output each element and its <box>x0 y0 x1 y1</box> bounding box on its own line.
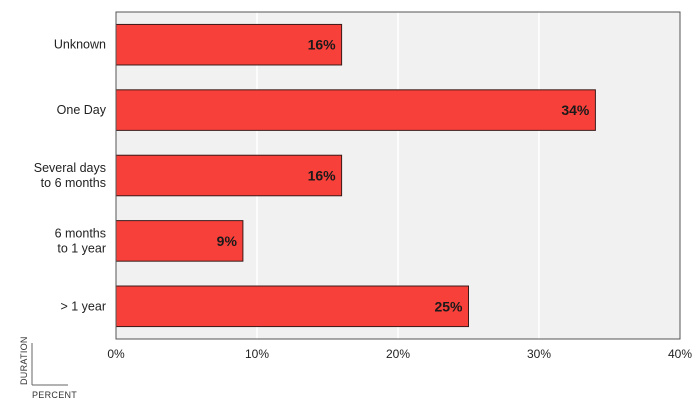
x-tick-label: 30% <box>527 347 551 361</box>
bar <box>115 220 244 262</box>
bar <box>115 285 469 328</box>
bars <box>115 23 596 328</box>
data-label: 34% <box>561 102 590 118</box>
x-tick-label: 10% <box>245 347 269 361</box>
x-tick-label: 20% <box>386 347 410 361</box>
bar <box>115 154 343 197</box>
x-tick-labels: 0% 10% 20% 30% 40% <box>107 347 692 361</box>
bar <box>115 89 596 131</box>
data-label: 9% <box>217 233 238 249</box>
category-label: Several days to 6 months <box>34 161 106 190</box>
data-label: 16% <box>308 168 337 184</box>
y-axis-title: DURATION <box>19 336 29 385</box>
data-label: 25% <box>434 298 463 314</box>
data-labels: 16% 34% 16% 9% 25% <box>217 37 590 315</box>
axis-key: DURATION PERCENT <box>19 336 77 400</box>
x-axis-title: PERCENT <box>32 390 77 400</box>
category-label: One Day <box>57 103 107 117</box>
x-tick-label: 0% <box>107 347 125 361</box>
data-label: 16% <box>308 37 337 53</box>
plot-frame <box>115 11 681 340</box>
category-label: 6 months to 1 year <box>55 226 106 255</box>
category-labels: Unknown One Day Several days to 6 months 6 m… <box>34 38 107 314</box>
bar <box>115 23 343 66</box>
x-tick-label: 40% <box>668 347 692 361</box>
category-label: Unknown <box>54 38 106 52</box>
category-label: > 1 year <box>60 299 106 313</box>
